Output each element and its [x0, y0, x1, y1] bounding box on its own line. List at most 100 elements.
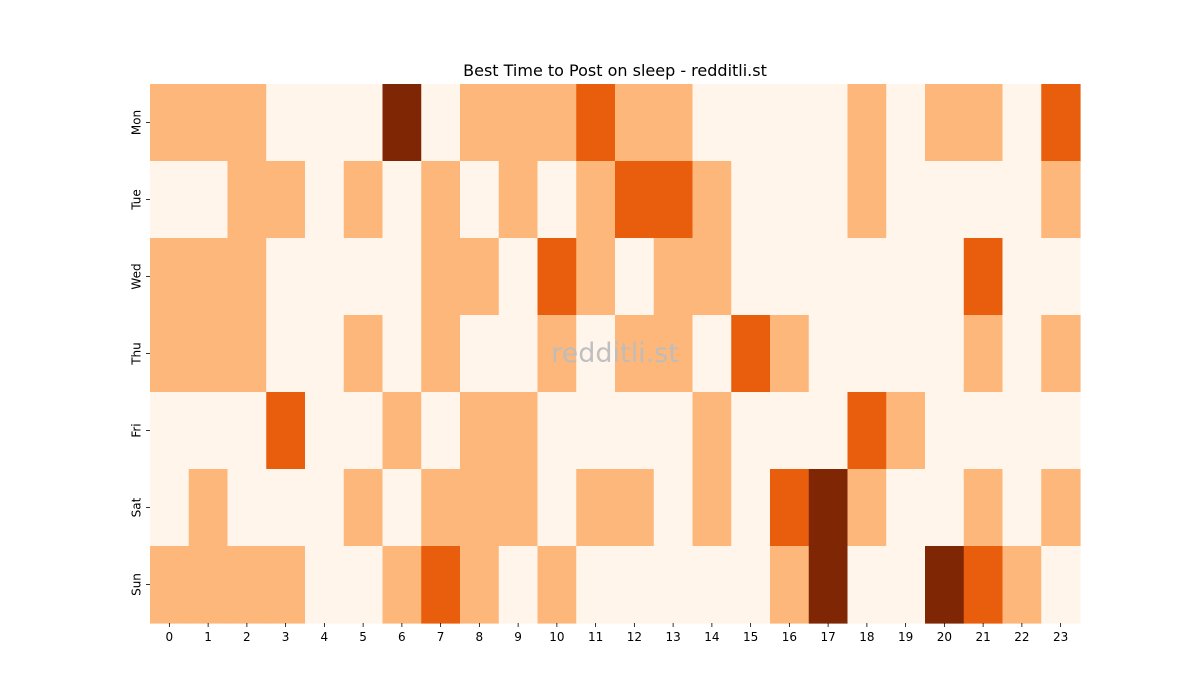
heatmap-cell-thu-14 — [692, 315, 732, 393]
heatmap-cell-thu-22 — [1002, 315, 1042, 393]
heatmap-cell-sun-17 — [808, 546, 849, 624]
heatmap-cell-tue-21 — [963, 161, 1004, 239]
x-tick-label: 10 — [549, 630, 564, 644]
heatmap-cell-sat-1 — [188, 469, 229, 547]
heatmap-cell-tue-0 — [150, 161, 190, 239]
heatmap-cell-mon-5 — [343, 84, 384, 162]
heatmap-cell-sat-19 — [886, 469, 926, 547]
x-tick-label: 9 — [514, 630, 522, 644]
heatmap-cell-sun-0 — [150, 546, 190, 624]
heatmap-cell-sun-12 — [615, 546, 655, 624]
heatmap-cell-sat-22 — [1002, 469, 1042, 547]
heatmap-cell-thu-5 — [343, 315, 384, 393]
x-tick-label: 23 — [1053, 630, 1068, 644]
heatmap-cell-thu-1 — [188, 315, 229, 393]
heatmap-cell-sun-11 — [576, 546, 616, 624]
heatmap-cell-fri-5 — [343, 392, 384, 470]
heatmap-cell-thu-20 — [925, 315, 965, 393]
heatmap-cell-mon-20 — [925, 84, 965, 162]
heatmap-cell-fri-6 — [382, 392, 422, 470]
heatmap-cell-mon-7 — [421, 84, 461, 162]
y-tick-label: Sat — [130, 497, 144, 517]
heatmap-cell-tue-5 — [343, 161, 384, 239]
heatmap-cell-mon-19 — [886, 84, 926, 162]
heatmap-cell-tue-8 — [460, 161, 500, 239]
x-tick-label: 17 — [820, 630, 835, 644]
heatmap-cell-fri-13 — [653, 392, 694, 470]
heatmap-cell-mon-0 — [150, 84, 190, 162]
heatmap-cell-sun-5 — [343, 546, 384, 624]
heatmap-cell-wed-19 — [886, 238, 926, 316]
x-tick-label: 4 — [321, 630, 329, 644]
x-tick-label: 6 — [398, 630, 406, 644]
heatmap-cell-wed-18 — [847, 238, 887, 316]
heatmap-cell-sat-13 — [653, 469, 694, 547]
heatmap-cell-sun-10 — [537, 546, 577, 624]
x-tick-label: 12 — [627, 630, 642, 644]
heatmap-cell-sat-7 — [421, 469, 461, 547]
heatmap-cell-wed-10 — [537, 238, 577, 316]
heatmap-cell-tue-20 — [925, 161, 965, 239]
y-tick-label: Sun — [130, 573, 144, 596]
heatmap-cell-fri-20 — [925, 392, 965, 470]
heatmap-cell-thu-21 — [963, 315, 1004, 393]
heatmap-cell-tue-15 — [731, 161, 771, 239]
heatmap-cell-sun-6 — [382, 546, 422, 624]
heatmap-cell-mon-8 — [460, 84, 500, 162]
heatmap-cell-tue-14 — [692, 161, 732, 239]
heatmap-cell-thu-18 — [847, 315, 887, 393]
heatmap-cell-thu-23 — [1041, 315, 1081, 393]
heatmap-cell-sat-5 — [343, 469, 384, 547]
heatmap-cell-wed-14 — [692, 238, 732, 316]
heatmap-cell-thu-19 — [886, 315, 926, 393]
chart-title: Best Time to Post on sleep - redditli.st — [463, 61, 767, 80]
heatmap-cell-sat-14 — [692, 469, 732, 547]
heatmap-cell-tue-11 — [576, 161, 616, 239]
x-tick-label: 20 — [937, 630, 952, 644]
heatmap-cell-sat-10 — [537, 469, 577, 547]
x-tick-label: 0 — [166, 630, 174, 644]
x-tick-label: 18 — [859, 630, 874, 644]
heatmap-cell-sat-15 — [731, 469, 771, 547]
heatmap-cell-fri-3 — [266, 392, 306, 470]
heatmap-cell-sun-9 — [498, 546, 539, 624]
heatmap-cell-sat-3 — [266, 469, 306, 547]
heatmap-cell-thu-17 — [808, 315, 849, 393]
heatmap-cell-mon-22 — [1002, 84, 1042, 162]
heatmap-cell-thu-13 — [653, 315, 694, 393]
heatmap-cell-fri-0 — [150, 392, 190, 470]
heatmap-cell-sun-19 — [886, 546, 926, 624]
heatmap-cell-sun-13 — [653, 546, 694, 624]
heatmap-cell-wed-3 — [266, 238, 306, 316]
x-axis: 0 1 2 3 4 5 6 7 8 9 10 11 12 13 14 15 16 17 18 19 20 21 22 23 — [166, 623, 1068, 644]
heatmap-cell-mon-13 — [653, 84, 694, 162]
heatmap-cell-sun-15 — [731, 546, 771, 624]
heatmap-cell-thu-15 — [731, 315, 771, 393]
heatmap-cell-sun-16 — [770, 546, 810, 624]
heatmap-cell-wed-0 — [150, 238, 190, 316]
heatmap-cell-thu-10 — [537, 315, 577, 393]
heatmap-cell-sat-6 — [382, 469, 422, 547]
heatmap-cell-tue-17 — [808, 161, 849, 239]
heatmap-cell-fri-19 — [886, 392, 926, 470]
heatmap-cell-fri-7 — [421, 392, 461, 470]
heatmap-cell-wed-11 — [576, 238, 616, 316]
heatmap-cell-thu-12 — [615, 315, 655, 393]
x-tick-label: 13 — [665, 630, 680, 644]
heatmap-cell-tue-10 — [537, 161, 577, 239]
heatmap-cell-wed-5 — [343, 238, 384, 316]
heatmap-cell-sun-21 — [963, 546, 1004, 624]
heatmap-cell-wed-6 — [382, 238, 422, 316]
heatmap-cell-fri-16 — [770, 392, 810, 470]
heatmap-cell-tue-3 — [266, 161, 306, 239]
heatmap-cell-wed-17 — [808, 238, 849, 316]
heatmap-cell-mon-6 — [382, 84, 422, 162]
heatmap-cell-fri-11 — [576, 392, 616, 470]
heatmap-cell-wed-23 — [1041, 238, 1081, 316]
heatmap-cell-sun-23 — [1041, 546, 1081, 624]
y-tick-label: Tue — [130, 189, 144, 211]
heatmap-cell-thu-8 — [460, 315, 500, 393]
heatmap-cell-thu-7 — [421, 315, 461, 393]
heatmap-cell-sun-3 — [266, 546, 306, 624]
